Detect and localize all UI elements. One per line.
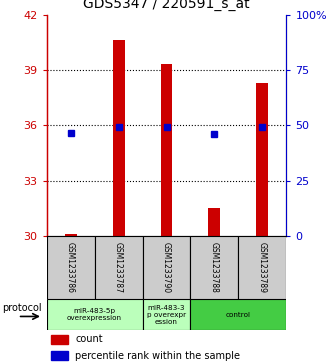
Text: control: control: [226, 312, 251, 318]
Bar: [47, 236, 95, 299]
Bar: [143, 299, 190, 330]
Bar: [190, 299, 286, 330]
Bar: [256, 83, 268, 236]
Bar: [238, 236, 286, 299]
Text: miR-483-5p
overexpression: miR-483-5p overexpression: [67, 309, 122, 321]
Text: count: count: [75, 334, 103, 344]
Bar: [190, 236, 238, 299]
Text: GSM1233787: GSM1233787: [114, 242, 123, 293]
Bar: [143, 236, 190, 299]
Bar: [51, 335, 68, 344]
Text: GSM1233786: GSM1233786: [66, 242, 75, 293]
Bar: [51, 351, 68, 360]
Text: percentile rank within the sample: percentile rank within the sample: [75, 351, 240, 361]
Bar: [65, 234, 77, 236]
Bar: [113, 40, 125, 236]
Text: GSM1233790: GSM1233790: [162, 242, 171, 293]
Bar: [95, 236, 143, 299]
Text: protocol: protocol: [2, 303, 42, 313]
Text: GSM1233789: GSM1233789: [258, 242, 267, 293]
Bar: [47, 299, 143, 330]
Text: GSM1233788: GSM1233788: [210, 242, 219, 293]
Title: GDS5347 / 220591_s_at: GDS5347 / 220591_s_at: [83, 0, 250, 11]
Text: miR-483-3
p overexpr
ession: miR-483-3 p overexpr ession: [147, 305, 186, 325]
Bar: [161, 64, 172, 236]
Bar: [208, 208, 220, 236]
